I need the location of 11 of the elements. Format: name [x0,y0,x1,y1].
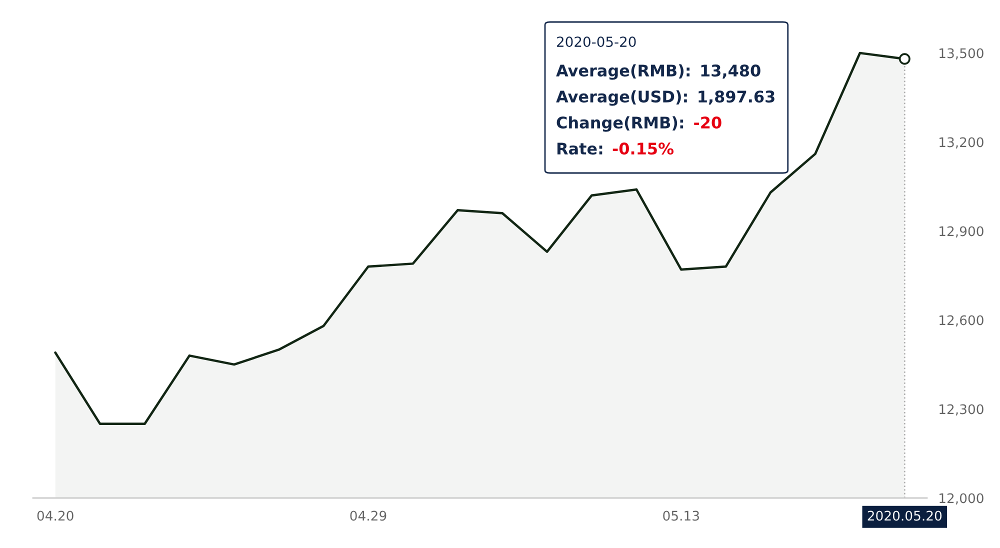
x-tick-label: 04.29 [350,510,386,521]
y-tick-label: 12,000 [940,493,984,505]
text: 2020-05-20 Average(RMB): 13,480 Average(USD): 1,897.63 Change(RMB): -20 Rate: -0.15% [556,36,774,155]
x-tick-label: 05.13 [663,510,699,521]
x-tick-label: 2020.05.20 [868,510,942,521]
y-tick-label: 12,900 [940,226,984,238]
y-tick-label: 12,300 [940,404,984,416]
y-tick-label: 12,600 [940,315,984,327]
y-tick-label: 13,200 [940,137,984,149]
y-tick-label: 13,500 [940,48,984,60]
x-tick-label: 04.20 [37,510,74,521]
